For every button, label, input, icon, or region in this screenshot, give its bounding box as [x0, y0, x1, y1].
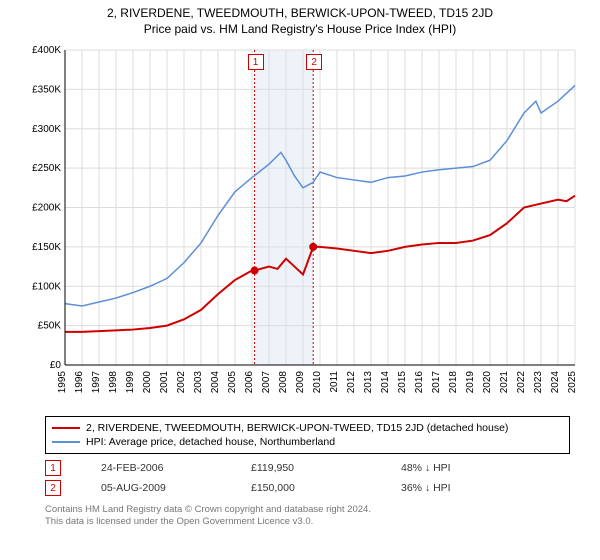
- svg-text:£150K: £150K: [32, 242, 61, 253]
- svg-text:2015: 2015: [397, 371, 408, 394]
- svg-text:2006: 2006: [244, 371, 255, 394]
- svg-text:2017: 2017: [431, 371, 442, 394]
- svg-text:2001: 2001: [159, 371, 170, 394]
- chart-title-line1: 2, RIVERDENE, TWEEDMOUTH, BERWICK-UPON-T…: [0, 0, 600, 20]
- svg-text:1997: 1997: [91, 371, 102, 394]
- svg-text:2023: 2023: [533, 371, 544, 394]
- svg-text:2002: 2002: [176, 371, 187, 394]
- svg-text:£0: £0: [50, 360, 62, 371]
- svg-text:2013: 2013: [363, 371, 374, 394]
- marker-date: 05-AUG-2009: [101, 482, 211, 494]
- footer-line2: This data is licensed under the Open Gov…: [45, 516, 570, 528]
- marker-date: 24-FEB-2006: [101, 462, 211, 474]
- marker-flag: 1: [45, 460, 61, 476]
- legend-swatch: [52, 427, 80, 429]
- svg-text:2018: 2018: [448, 371, 459, 394]
- legend-item: HPI: Average price, detached house, Nort…: [52, 435, 563, 449]
- svg-text:2019: 2019: [465, 371, 476, 394]
- chart: £0 £50K £100K £150K £200K £250K £300K £350K £400…: [20, 40, 580, 410]
- svg-text:2011: 2011: [329, 371, 340, 393]
- marker-delta: 48% ↓ HPI: [401, 462, 511, 474]
- legend-item: 2, RIVERDENE, TWEEDMOUTH, BERWICK-UPON-T…: [52, 421, 563, 435]
- svg-text:1998: 1998: [108, 371, 119, 394]
- svg-text:2004: 2004: [210, 371, 221, 394]
- svg-text:£200K: £200K: [32, 203, 61, 214]
- svg-text:2021: 2021: [499, 371, 510, 394]
- svg-text:£350K: £350K: [32, 84, 61, 95]
- marker-price: £150,000: [251, 482, 361, 494]
- svg-text:2024: 2024: [550, 371, 561, 394]
- svg-text:2016: 2016: [414, 371, 425, 394]
- marker-price: £119,950: [251, 462, 361, 474]
- svg-text:2000: 2000: [142, 371, 153, 394]
- svg-text:2009: 2009: [295, 371, 306, 394]
- legend-swatch: [52, 441, 80, 443]
- svg-text:£100K: £100K: [32, 281, 61, 292]
- svg-text:1996: 1996: [74, 371, 85, 394]
- svg-text:2012: 2012: [346, 371, 357, 394]
- marker-row: 2 05-AUG-2009 £150,000 36% ↓ HPI: [45, 478, 570, 498]
- svg-text:£50K: £50K: [38, 321, 62, 332]
- legend-label: 2, RIVERDENE, TWEEDMOUTH, BERWICK-UPON-T…: [86, 422, 508, 434]
- chart-svg: £0 £50K £100K £150K £200K £250K £300K £350K £400…: [20, 40, 580, 410]
- chart-title-line2: Price paid vs. HM Land Registry's House …: [0, 20, 600, 40]
- svg-text:2025: 2025: [567, 371, 578, 394]
- svg-text:1999: 1999: [125, 371, 136, 394]
- svg-text:2022: 2022: [516, 371, 527, 394]
- svg-text:2014: 2014: [380, 371, 391, 394]
- marker-delta: 36% ↓ HPI: [401, 482, 511, 494]
- footer: Contains HM Land Registry data © Crown c…: [45, 504, 570, 529]
- chart-flag: 2: [306, 54, 322, 70]
- legend: 2, RIVERDENE, TWEEDMOUTH, BERWICK-UPON-T…: [45, 416, 570, 454]
- svg-text:1995: 1995: [57, 371, 68, 394]
- legend-label: HPI: Average price, detached house, Nort…: [86, 436, 335, 448]
- chart-flag: 1: [248, 54, 264, 70]
- svg-text:£400K: £400K: [32, 45, 61, 56]
- svg-text:2010: 2010: [312, 371, 323, 394]
- svg-text:£250K: £250K: [32, 163, 61, 174]
- svg-text:2005: 2005: [227, 371, 238, 394]
- svg-text:2008: 2008: [278, 371, 289, 394]
- marker-table: 1 24-FEB-2006 £119,950 48% ↓ HPI 2 05-AU…: [45, 458, 570, 498]
- svg-text:2003: 2003: [193, 371, 204, 394]
- footer-line1: Contains HM Land Registry data © Crown c…: [45, 504, 570, 516]
- marker-flag: 2: [45, 480, 61, 496]
- svg-text:2020: 2020: [482, 371, 493, 394]
- marker-row: 1 24-FEB-2006 £119,950 48% ↓ HPI: [45, 458, 570, 478]
- svg-text:£300K: £300K: [32, 124, 61, 135]
- svg-text:2007: 2007: [261, 371, 272, 394]
